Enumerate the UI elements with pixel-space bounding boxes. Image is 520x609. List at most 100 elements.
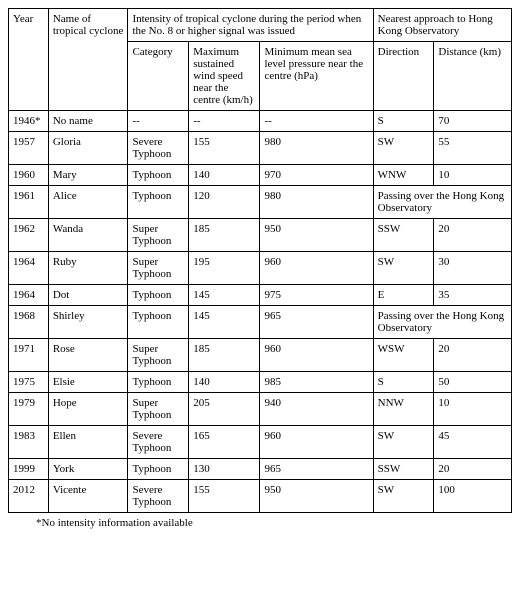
col-pressure: Minimum mean sea level pressure near the… xyxy=(260,42,373,111)
cell-distance: 50 xyxy=(434,372,512,393)
cell-category: Severe Typhoon xyxy=(128,426,189,459)
cell-approach-merged: Passing over the Hong Kong Observatory xyxy=(373,306,511,339)
col-year: Year xyxy=(9,9,49,111)
cell-category: Super Typhoon xyxy=(128,219,189,252)
cell-pressure: 985 xyxy=(260,372,373,393)
cell-name: Vicente xyxy=(48,480,128,513)
table-row: 1960MaryTyphoon140970WNW10 xyxy=(9,165,512,186)
cell-wind: 145 xyxy=(189,306,260,339)
cell-year: 1983 xyxy=(9,426,49,459)
cell-distance: 100 xyxy=(434,480,512,513)
cell-year: 1946* xyxy=(9,111,49,132)
table-row: 1979HopeSuper Typhoon205940NNW10 xyxy=(9,393,512,426)
cell-direction: E xyxy=(373,285,434,306)
cell-distance: 20 xyxy=(434,219,512,252)
cell-wind: 140 xyxy=(189,372,260,393)
cell-year: 1999 xyxy=(9,459,49,480)
cell-pressure: 970 xyxy=(260,165,373,186)
cell-direction: NNW xyxy=(373,393,434,426)
cell-name: No name xyxy=(48,111,128,132)
table-row: 1975ElsieTyphoon140985S50 xyxy=(9,372,512,393)
footnote: *No intensity information available xyxy=(8,517,512,529)
cyclone-table: Year Name of tropical cyclone Intensity … xyxy=(8,8,512,513)
cell-name: Rose xyxy=(48,339,128,372)
cell-category: Super Typhoon xyxy=(128,339,189,372)
cell-distance: 10 xyxy=(434,165,512,186)
cell-wind: 130 xyxy=(189,459,260,480)
cell-name: Gloria xyxy=(48,132,128,165)
cell-year: 1961 xyxy=(9,186,49,219)
cell-direction: SW xyxy=(373,252,434,285)
table-row: 1962WandaSuper Typhoon185950SSW20 xyxy=(9,219,512,252)
cell-wind: 205 xyxy=(189,393,260,426)
cell-category: Super Typhoon xyxy=(128,252,189,285)
col-direction: Direction xyxy=(373,42,434,111)
cell-category: Super Typhoon xyxy=(128,393,189,426)
cell-direction: SSW xyxy=(373,219,434,252)
cell-category: Severe Typhoon xyxy=(128,132,189,165)
cell-category: -- xyxy=(128,111,189,132)
cell-distance: 70 xyxy=(434,111,512,132)
cell-year: 1964 xyxy=(9,252,49,285)
cell-name: Hope xyxy=(48,393,128,426)
cell-year: 1975 xyxy=(9,372,49,393)
cell-year: 1971 xyxy=(9,339,49,372)
cell-direction: S xyxy=(373,111,434,132)
cell-direction: SSW xyxy=(373,459,434,480)
cell-category: Typhoon xyxy=(128,165,189,186)
table-row: 1957GloriaSevere Typhoon155980SW55 xyxy=(9,132,512,165)
cell-name: Dot xyxy=(48,285,128,306)
cell-year: 1964 xyxy=(9,285,49,306)
table-row: 1968ShirleyTyphoon145965Passing over the… xyxy=(9,306,512,339)
cell-wind: 185 xyxy=(189,219,260,252)
cell-name: York xyxy=(48,459,128,480)
cell-category: Typhoon xyxy=(128,372,189,393)
cell-distance: 20 xyxy=(434,459,512,480)
cell-name: Ellen xyxy=(48,426,128,459)
cell-year: 1960 xyxy=(9,165,49,186)
cell-wind: 165 xyxy=(189,426,260,459)
cell-pressure: 960 xyxy=(260,252,373,285)
cell-pressure: 960 xyxy=(260,339,373,372)
cell-pressure: 980 xyxy=(260,186,373,219)
cell-name: Ruby xyxy=(48,252,128,285)
cell-distance: 55 xyxy=(434,132,512,165)
col-approach-group: Nearest approach to Hong Kong Observator… xyxy=(373,9,511,42)
cell-year: 1968 xyxy=(9,306,49,339)
cell-wind: 195 xyxy=(189,252,260,285)
cell-name: Elsie xyxy=(48,372,128,393)
cell-pressure: 965 xyxy=(260,459,373,480)
col-name: Name of tropical cyclone xyxy=(48,9,128,111)
table-row: 1961AliceTyphoon120980Passing over the H… xyxy=(9,186,512,219)
table-row: 1946*No name------S70 xyxy=(9,111,512,132)
cell-category: Typhoon xyxy=(128,186,189,219)
cell-pressure: 965 xyxy=(260,306,373,339)
cell-pressure: 980 xyxy=(260,132,373,165)
cell-pressure: 960 xyxy=(260,426,373,459)
cell-direction: WSW xyxy=(373,339,434,372)
cell-pressure: 950 xyxy=(260,480,373,513)
col-category: Category xyxy=(128,42,189,111)
cell-distance: 45 xyxy=(434,426,512,459)
cell-distance: 30 xyxy=(434,252,512,285)
cell-distance: 10 xyxy=(434,393,512,426)
cell-approach-merged: Passing over the Hong Kong Observatory xyxy=(373,186,511,219)
cell-direction: WNW xyxy=(373,165,434,186)
cell-wind: 155 xyxy=(189,132,260,165)
cell-name: Alice xyxy=(48,186,128,219)
cell-name: Wanda xyxy=(48,219,128,252)
cell-pressure: 950 xyxy=(260,219,373,252)
cell-direction: SW xyxy=(373,480,434,513)
cell-wind: 140 xyxy=(189,165,260,186)
table-row: 1999YorkTyphoon130965SSW20 xyxy=(9,459,512,480)
cell-direction: SW xyxy=(373,426,434,459)
cell-direction: S xyxy=(373,372,434,393)
cell-distance: 20 xyxy=(434,339,512,372)
cell-year: 2012 xyxy=(9,480,49,513)
cell-wind: -- xyxy=(189,111,260,132)
cell-category: Typhoon xyxy=(128,306,189,339)
cell-wind: 155 xyxy=(189,480,260,513)
cell-pressure: 975 xyxy=(260,285,373,306)
table-row: 1983EllenSevere Typhoon165960SW45 xyxy=(9,426,512,459)
cell-pressure: 940 xyxy=(260,393,373,426)
